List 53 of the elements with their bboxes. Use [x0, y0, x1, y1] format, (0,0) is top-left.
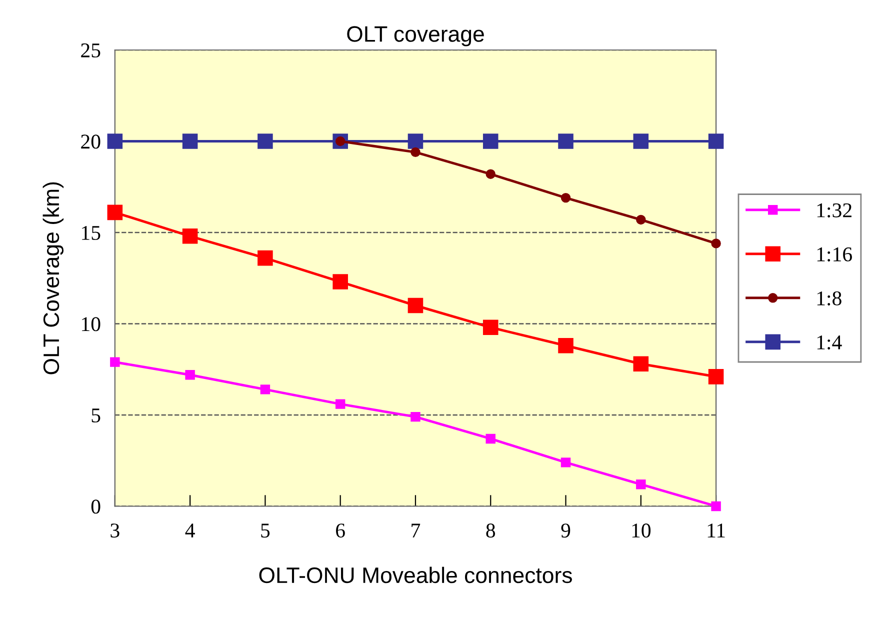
legend-label: 1:8	[817, 291, 842, 306]
x-tick-label: 9	[561, 524, 570, 538]
point	[711, 238, 721, 248]
point	[260, 384, 270, 394]
point	[711, 501, 721, 512]
point	[107, 204, 123, 220]
point	[332, 274, 348, 290]
x-axis-title: OLT-ONU Moveable connectors	[259, 566, 572, 584]
point	[408, 134, 424, 149]
point	[633, 356, 649, 372]
y-tick-label: 10	[82, 317, 100, 332]
x-tick-label: 11	[708, 524, 725, 538]
x-tick-label: 3	[110, 524, 120, 538]
x-tick-label: 7	[412, 524, 420, 538]
point	[633, 134, 649, 149]
point	[636, 214, 646, 225]
point	[110, 357, 120, 367]
point	[408, 298, 424, 314]
point	[558, 338, 574, 354]
point	[258, 134, 273, 149]
point	[482, 320, 498, 336]
point	[335, 399, 346, 409]
legend-label: 1:16	[817, 247, 852, 262]
point	[636, 479, 646, 490]
point	[482, 134, 498, 149]
point	[560, 192, 571, 203]
point	[560, 458, 571, 468]
legend-label: 1:4	[817, 335, 842, 350]
x-tick-label: 8	[486, 524, 496, 538]
y-axis-title: OLT Coverage (km)	[42, 182, 64, 374]
x-tick-label: 6	[336, 524, 345, 538]
y-tick-label: 20	[81, 134, 100, 149]
point	[185, 370, 195, 380]
point	[410, 412, 420, 422]
point	[486, 434, 496, 444]
y-tick-label: 25	[81, 43, 100, 58]
chart-title: OLT coverage	[347, 26, 484, 46]
point	[708, 369, 724, 384]
legend-label: 1:32	[817, 203, 852, 218]
point	[558, 134, 574, 149]
point	[410, 147, 420, 158]
x-tick-label: 5	[261, 524, 270, 538]
y-tick-label: 0	[91, 500, 100, 514]
x-tick-label: 10	[632, 524, 651, 538]
point	[107, 134, 123, 149]
point	[182, 134, 198, 149]
y-tick-label: 15	[82, 226, 100, 240]
point	[182, 228, 198, 244]
y-tick-label: 5	[92, 408, 100, 422]
point	[258, 250, 273, 266]
point	[708, 134, 724, 149]
point	[486, 169, 496, 179]
x-tick-label: 4	[185, 524, 195, 538]
